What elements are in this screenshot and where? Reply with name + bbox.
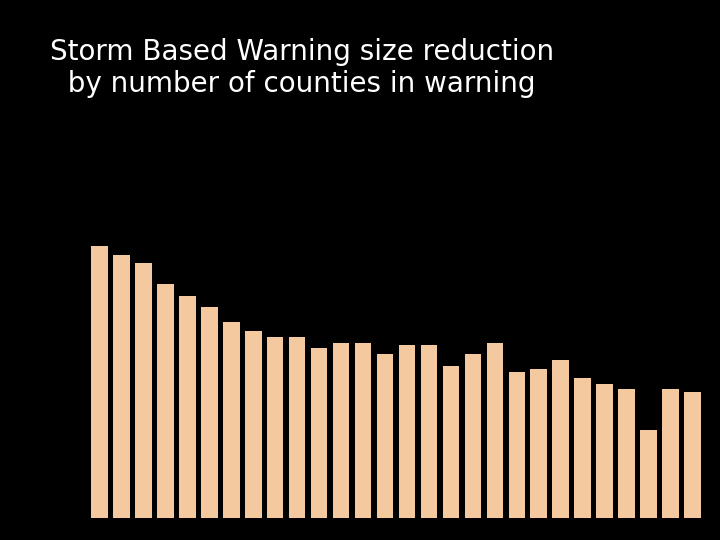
Bar (464, 354, 481, 518)
Bar (201, 307, 217, 518)
Text: by number of counties in warning: by number of counties in warning (50, 70, 536, 98)
Bar (552, 360, 569, 518)
Bar (487, 342, 503, 518)
Bar (531, 369, 547, 518)
Bar (662, 389, 679, 518)
Bar (596, 383, 613, 518)
Bar (399, 346, 415, 518)
Bar (245, 331, 261, 518)
Bar (355, 342, 372, 518)
Bar (289, 336, 305, 518)
Bar (640, 430, 657, 518)
Bar (575, 377, 591, 518)
Bar (157, 284, 174, 518)
Bar (267, 336, 284, 518)
Bar (91, 246, 108, 518)
Bar (420, 346, 437, 518)
Text: Storm Based Warning size reduction: Storm Based Warning size reduction (50, 38, 554, 66)
Bar (333, 342, 349, 518)
Bar (618, 389, 635, 518)
Bar (508, 372, 525, 518)
Bar (377, 354, 393, 518)
Bar (684, 393, 701, 518)
Bar (311, 348, 328, 518)
Bar (135, 264, 152, 518)
Bar (179, 295, 196, 518)
Bar (113, 254, 130, 518)
Bar (443, 366, 459, 518)
Bar (223, 322, 240, 518)
